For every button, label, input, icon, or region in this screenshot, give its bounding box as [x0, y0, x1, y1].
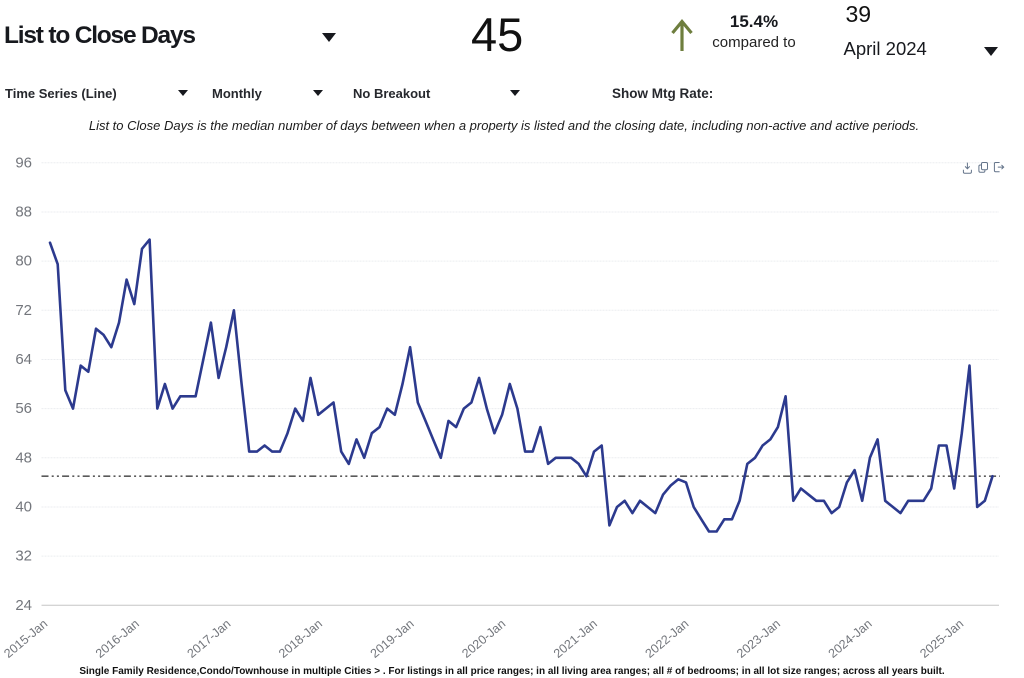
svg-text:2021-Jan: 2021-Jan: [551, 617, 600, 661]
svg-text:72: 72: [15, 302, 32, 319]
svg-text:32: 32: [15, 548, 32, 565]
svg-text:2022-Jan: 2022-Jan: [642, 617, 691, 661]
svg-text:2020-Jan: 2020-Jan: [459, 617, 508, 661]
svg-text:96: 96: [15, 154, 32, 171]
svg-text:2016-Jan: 2016-Jan: [93, 617, 142, 661]
svg-text:2017-Jan: 2017-Jan: [184, 617, 233, 661]
svg-text:64: 64: [15, 351, 32, 368]
svg-text:2019-Jan: 2019-Jan: [368, 617, 417, 661]
svg-text:48: 48: [15, 449, 32, 466]
svg-text:2015-Jan: 2015-Jan: [1, 617, 50, 661]
svg-text:2025-Jan: 2025-Jan: [917, 617, 966, 661]
svg-text:56: 56: [15, 400, 32, 417]
svg-text:2018-Jan: 2018-Jan: [276, 617, 325, 661]
svg-text:80: 80: [15, 253, 32, 270]
svg-text:40: 40: [15, 499, 32, 516]
svg-text:2024-Jan: 2024-Jan: [826, 617, 875, 661]
svg-text:88: 88: [15, 204, 32, 221]
svg-text:24: 24: [15, 597, 32, 614]
svg-text:2023-Jan: 2023-Jan: [734, 617, 783, 661]
